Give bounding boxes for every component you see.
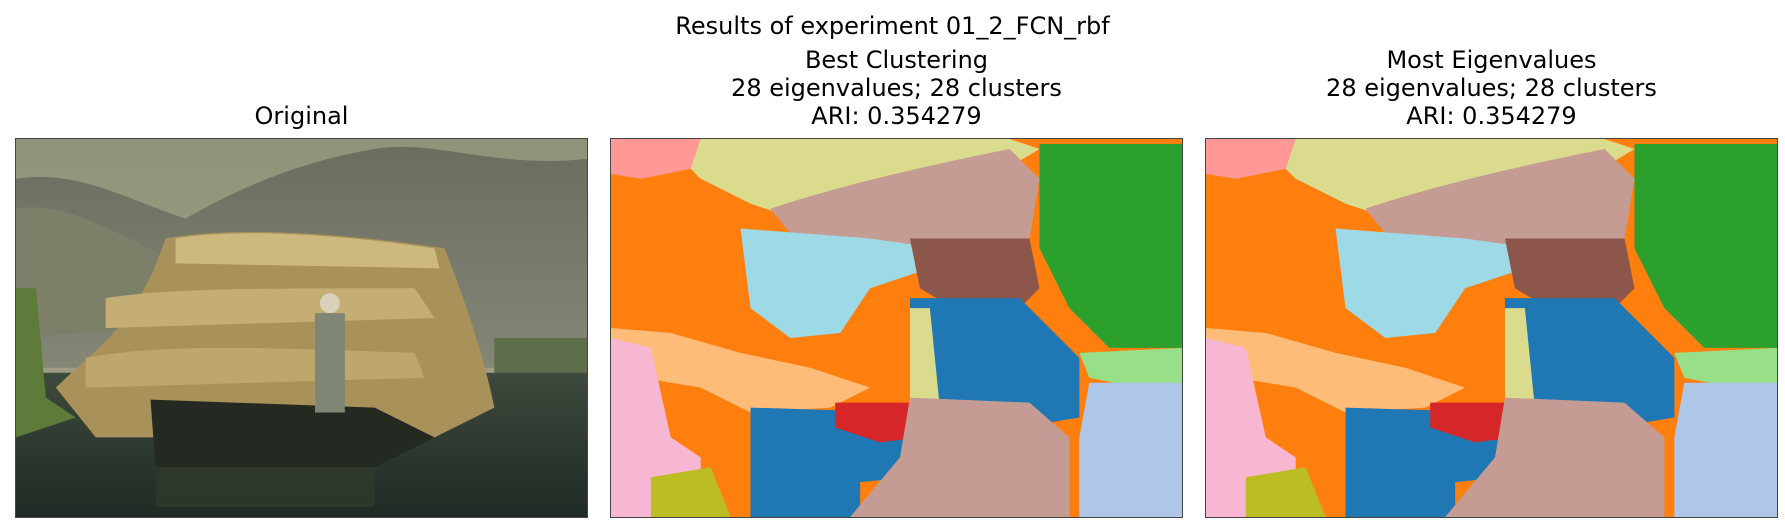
panel-title-line: Best Clustering xyxy=(804,46,989,74)
panel-title-line: Most Eigenvalues xyxy=(1386,46,1597,74)
panel-title-most-eigenvalues: Most Eigenvalues 28 eigenvalues; 28 clus… xyxy=(1205,46,1778,130)
panel-title-line: ARI: 0.354279 xyxy=(811,102,982,130)
panel-title-line: 28 eigenvalues; 28 clusters xyxy=(731,74,1062,102)
most-eigenvalues-image xyxy=(1205,138,1778,518)
panel-title-best-clustering: Best Clustering 28 eigenvalues; 28 clust… xyxy=(610,46,1183,130)
panel-title-line: ARI: 0.354279 xyxy=(1406,102,1577,130)
panel-title-line: Original xyxy=(254,102,349,130)
original-image xyxy=(15,138,588,518)
panel-title-line: 28 eigenvalues; 28 clusters xyxy=(1326,74,1657,102)
best-clustering-image xyxy=(610,138,1183,518)
segmentation-map xyxy=(611,139,1182,517)
segmentation-map xyxy=(1206,139,1777,517)
figure-suptitle: Results of experiment 01_2_FCN_rbf xyxy=(675,12,1110,40)
panel-title-original: Original xyxy=(15,102,588,130)
original-photo xyxy=(16,139,587,517)
